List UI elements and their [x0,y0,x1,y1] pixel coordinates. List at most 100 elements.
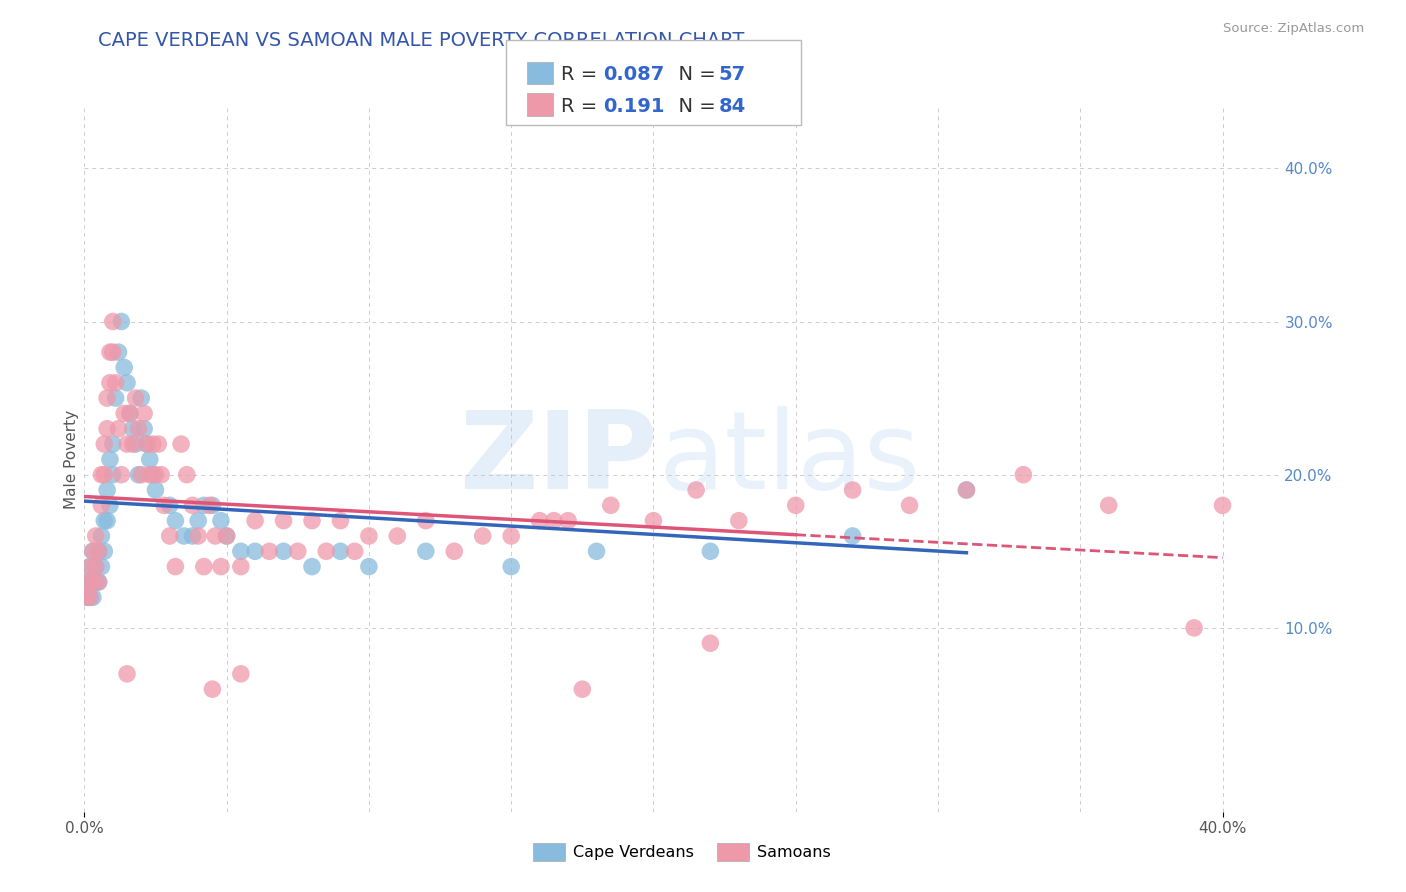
Point [79,559,101,574]
Point [181,499,204,513]
Point [84,559,107,574]
Point [229,666,252,681]
Point [82,544,104,558]
Point [136,437,159,451]
Point [84,574,107,589]
Point [112,360,135,375]
Point [287,544,309,558]
Point [415,544,437,558]
Point [501,559,523,574]
Point [543,514,565,528]
Point [112,406,135,420]
Point [98,376,121,390]
Point [181,529,204,543]
Point [1098,499,1121,513]
Point [115,666,138,681]
Point [229,559,252,574]
Point [150,467,173,482]
Point [101,467,124,482]
Point [898,499,921,513]
Y-axis label: Male Poverty: Male Poverty [63,409,79,509]
Point [107,345,129,359]
Point [79,559,101,574]
Point [87,574,110,589]
Point [557,514,579,528]
Point [273,544,295,558]
Point [87,574,110,589]
Point [93,467,115,482]
Point [90,467,112,482]
Point [243,514,266,528]
Point [98,452,121,467]
Point [76,591,98,605]
Point [145,467,167,482]
Point [215,529,238,543]
Point [209,514,232,528]
Point [87,544,110,558]
Point [1012,467,1035,482]
Point [201,682,224,697]
Point [132,406,156,420]
Point [136,437,159,451]
Point [585,544,607,558]
Point [699,544,721,558]
Point [76,591,98,605]
Point [159,529,181,543]
Point [193,499,215,513]
Point [127,422,149,436]
Point [301,514,323,528]
Point [142,437,165,451]
Point [187,514,209,528]
Point [176,467,198,482]
Point [101,345,124,359]
Text: N =: N = [666,65,723,85]
Point [90,559,112,574]
Point [145,483,167,497]
Point [129,467,152,482]
Point [841,529,863,543]
Point [204,529,226,543]
Text: CAPE VERDEAN VS SAMOAN MALE POVERTY CORRELATION CHART: CAPE VERDEAN VS SAMOAN MALE POVERTY CORR… [98,31,745,50]
Point [104,391,127,405]
Point [84,529,107,543]
Point [115,376,138,390]
Point [101,314,124,328]
Point [110,467,132,482]
Legend: Cape Verdeans, Samoans: Cape Verdeans, Samoans [526,837,838,867]
Point [329,514,352,528]
Point [273,514,295,528]
Point [101,437,124,451]
Point [727,514,749,528]
Point [243,544,266,558]
Text: ZIP: ZIP [460,407,658,512]
Point [90,499,112,513]
Point [104,376,127,390]
Point [139,467,162,482]
Point [142,467,165,482]
Point [110,314,132,328]
Point [955,483,977,497]
Text: Source: ZipAtlas.com: Source: ZipAtlas.com [1223,22,1364,36]
Point [443,544,465,558]
Point [529,514,551,528]
Point [121,422,143,436]
Text: R =: R = [561,97,603,116]
Point [118,406,141,420]
Point [643,514,665,528]
Text: atlas: atlas [658,407,920,512]
Point [193,559,215,574]
Point [209,559,232,574]
Point [685,483,707,497]
Point [170,437,193,451]
Point [124,437,146,451]
Point [1212,499,1234,513]
Point [93,544,115,558]
Text: 0.087: 0.087 [603,65,665,85]
Point [198,499,221,513]
Point [571,682,593,697]
Point [76,574,98,589]
Point [82,574,104,589]
Point [229,544,252,558]
Point [357,529,380,543]
Text: 84: 84 [718,97,745,116]
